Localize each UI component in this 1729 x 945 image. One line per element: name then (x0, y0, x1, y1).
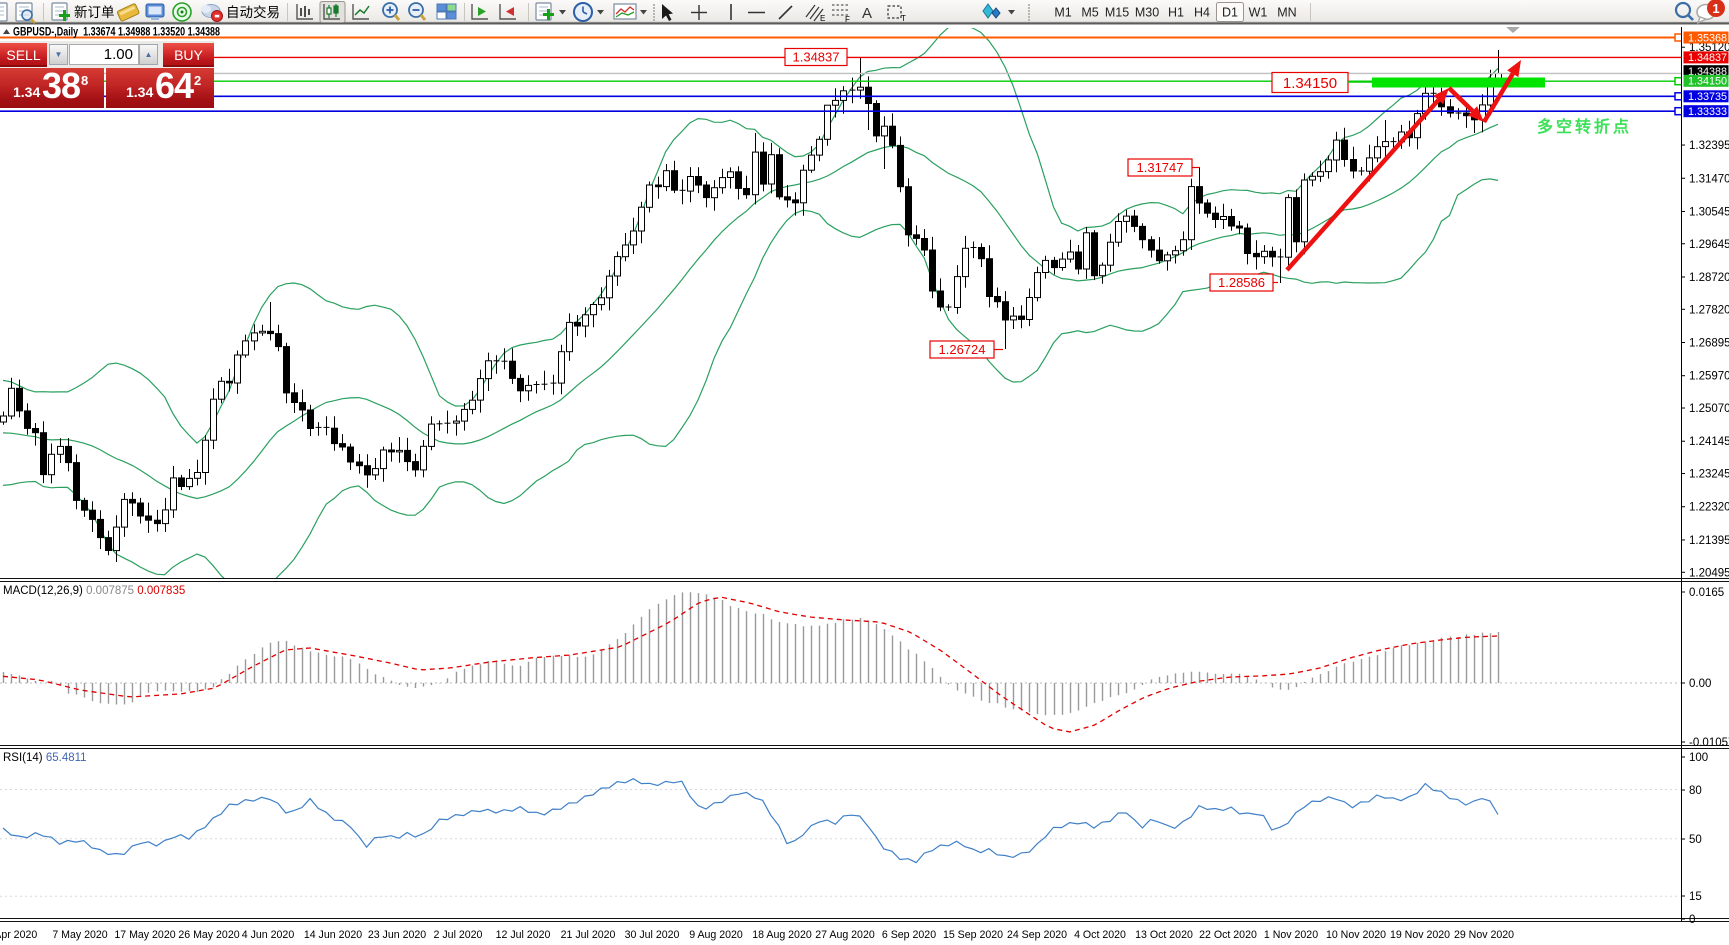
svg-text:13 Oct 2020: 13 Oct 2020 (1135, 929, 1193, 941)
svg-text:1.32395: 1.32395 (1689, 140, 1729, 152)
svg-text:1.24145: 1.24145 (1689, 436, 1729, 448)
svg-text:H4: H4 (1194, 6, 1210, 20)
svg-text:14 Jun 2020: 14 Jun 2020 (304, 929, 362, 941)
svg-text:10 Nov 2020: 10 Nov 2020 (1326, 929, 1386, 941)
svg-text:1 Nov 2020: 1 Nov 2020 (1264, 929, 1318, 941)
svg-text:T: T (901, 14, 906, 23)
svg-text:100: 100 (1689, 752, 1708, 764)
svg-text:15 Sep 2020: 15 Sep 2020 (943, 929, 1003, 941)
svg-text:4 Jun 2020: 4 Jun 2020 (242, 929, 295, 941)
svg-text:D1: D1 (1222, 6, 1238, 20)
svg-text:1.23245: 1.23245 (1689, 469, 1729, 481)
svg-text:1.28720: 1.28720 (1689, 272, 1729, 284)
svg-text:1.26724: 1.26724 (939, 342, 986, 357)
svg-text:1.35120: 1.35120 (1689, 42, 1729, 54)
svg-text:27 Aug 2020: 27 Aug 2020 (815, 929, 875, 941)
svg-text:0.00: 0.00 (1689, 678, 1711, 690)
svg-text:24 Sep 2020: 24 Sep 2020 (1007, 929, 1067, 941)
svg-text:1.33333: 1.33333 (1688, 106, 1727, 118)
svg-text:M15: M15 (1105, 6, 1129, 20)
svg-text:1.28586: 1.28586 (1218, 275, 1265, 290)
svg-text:22 Oct 2020: 22 Oct 2020 (1199, 929, 1257, 941)
svg-text:M5: M5 (1081, 6, 1098, 20)
svg-text:新订单: 新订单 (74, 5, 115, 20)
svg-text:50: 50 (1689, 834, 1702, 846)
svg-text:1.31470: 1.31470 (1689, 173, 1729, 185)
svg-text:H1: H1 (1168, 6, 1184, 20)
svg-text:1.34837: 1.34837 (1688, 52, 1727, 64)
svg-text:1.25970: 1.25970 (1689, 371, 1729, 383)
svg-text:4 Oct 2020: 4 Oct 2020 (1074, 929, 1126, 941)
svg-text:12 Jul 2020: 12 Jul 2020 (496, 929, 551, 941)
svg-text:MACD(12,26,9) 0.007875 0.00783: MACD(12,26,9) 0.007875 0.007835 (3, 585, 185, 597)
svg-text:1.34837: 1.34837 (793, 50, 840, 65)
svg-text:7 May 2020: 7 May 2020 (52, 929, 107, 941)
svg-text:80: 80 (1689, 785, 1702, 797)
svg-text:17 May 2020: 17 May 2020 (114, 929, 175, 941)
svg-text:1.30545: 1.30545 (1689, 206, 1729, 218)
svg-text:1.21395: 1.21395 (1689, 535, 1729, 547)
svg-text:A: A (862, 5, 872, 22)
svg-text:1.22320: 1.22320 (1689, 502, 1729, 514)
svg-text:1.34150: 1.34150 (1283, 75, 1337, 92)
svg-text:1.33735: 1.33735 (1688, 91, 1727, 103)
svg-text:0.0165: 0.0165 (1689, 587, 1724, 599)
svg-text:1.25070: 1.25070 (1689, 403, 1729, 415)
svg-text:6 Sep 2020: 6 Sep 2020 (882, 929, 936, 941)
svg-text:1.20495: 1.20495 (1689, 567, 1729, 579)
svg-text:8 Apr 2020: 8 Apr 2020 (0, 929, 37, 941)
svg-text:E: E (820, 14, 825, 23)
svg-text:F: F (845, 15, 850, 24)
svg-text:29 Nov 2020: 29 Nov 2020 (1454, 929, 1514, 941)
svg-text:18 Aug 2020: 18 Aug 2020 (752, 929, 812, 941)
svg-text:1.35368: 1.35368 (1688, 32, 1727, 44)
svg-text:M30: M30 (1135, 6, 1159, 20)
svg-text:GBPUSD-,Daily 1.33674 1.34988: GBPUSD-,Daily 1.33674 1.34988 1.33520 1.… (13, 27, 220, 39)
svg-text:9 Aug 2020: 9 Aug 2020 (689, 929, 743, 941)
svg-text:自动交易: 自动交易 (226, 4, 280, 20)
svg-text:1: 1 (1712, 1, 1719, 16)
svg-text:19 Nov 2020: 19 Nov 2020 (1390, 929, 1450, 941)
svg-text:W1: W1 (1249, 6, 1268, 20)
svg-text:M1: M1 (1054, 6, 1071, 20)
svg-text:21 Jul 2020: 21 Jul 2020 (561, 929, 616, 941)
svg-text:1.26895: 1.26895 (1689, 337, 1729, 349)
svg-text:1.34150: 1.34150 (1688, 76, 1727, 88)
svg-text:23 Jun 2020: 23 Jun 2020 (368, 929, 426, 941)
svg-text:26 May 2020: 26 May 2020 (178, 929, 239, 941)
svg-text:RSI(14) 65.4811: RSI(14) 65.4811 (3, 752, 87, 764)
svg-text:-0.010571: -0.010571 (1689, 737, 1729, 749)
svg-text:1.29645: 1.29645 (1689, 239, 1729, 251)
svg-text:1.31747: 1.31747 (1137, 160, 1184, 175)
svg-text:MN: MN (1277, 6, 1296, 20)
svg-text:2 Jul 2020: 2 Jul 2020 (434, 929, 483, 941)
svg-text:30 Jul 2020: 30 Jul 2020 (625, 929, 680, 941)
svg-text:0: 0 (1689, 914, 1695, 926)
svg-text:多空转折点: 多空转折点 (1537, 117, 1632, 136)
svg-text:15: 15 (1689, 891, 1702, 903)
svg-text:1.27820: 1.27820 (1689, 304, 1729, 316)
